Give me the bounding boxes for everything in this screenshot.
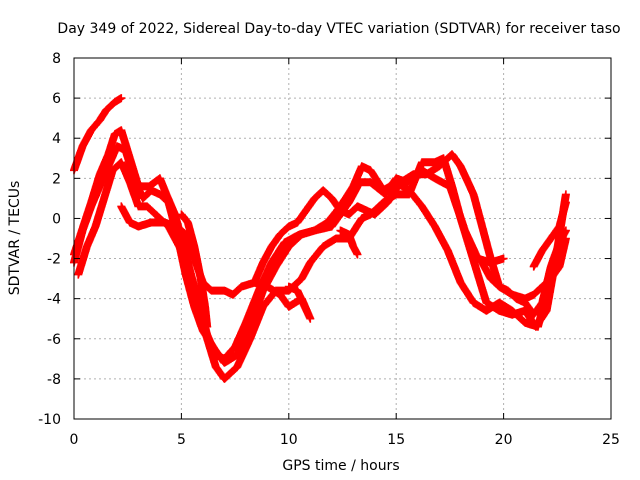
data-markers-track-6	[177, 210, 212, 331]
y-tick-label: 4	[52, 131, 61, 147]
plot-frame	[73, 57, 612, 420]
y-tick-label: 8	[52, 51, 61, 67]
data-markers-track-7	[250, 150, 570, 303]
y-tick-label: 0	[52, 211, 61, 227]
series-track-7	[250, 150, 570, 303]
y-tick-label: -10	[38, 412, 61, 428]
data-markers-track-9	[478, 226, 570, 319]
y-tick-label: -2	[47, 252, 61, 268]
data-markers-track-10	[529, 198, 570, 271]
series-track-8	[336, 226, 362, 259]
y-axis-label: SDTVAR / TECUs	[7, 181, 23, 296]
y-tick-label: 6	[52, 91, 61, 107]
x-axis-label: GPS time / hours	[282, 458, 399, 474]
series-track-10	[529, 198, 570, 271]
y-tick-label: -8	[47, 372, 61, 388]
x-tick-label: 10	[280, 432, 298, 448]
tick-labels: 0 5 10 15 20 25 -10 -8 -6 -4 -2 0 2 4 6 8	[38, 51, 620, 448]
axes	[73, 57, 612, 420]
x-tick-label: 0	[70, 432, 79, 448]
data-markers-track-8	[336, 226, 362, 259]
x-tick-label: 20	[495, 432, 513, 448]
y-tick-label: -4	[47, 292, 61, 308]
x-tick-label: 5	[177, 432, 186, 448]
y-tick-label: 2	[52, 171, 61, 187]
x-tick-label: 25	[602, 432, 620, 448]
data-markers-track-4	[74, 154, 570, 383]
y-tick-label: -6	[47, 332, 61, 348]
x-tick-label: 15	[387, 432, 405, 448]
series-track-6	[177, 210, 212, 331]
chart-title: Day 349 of 2022, Sidereal Day-to-day VTE…	[57, 21, 620, 37]
series-track-9	[478, 226, 570, 319]
series-track-4	[74, 154, 570, 383]
